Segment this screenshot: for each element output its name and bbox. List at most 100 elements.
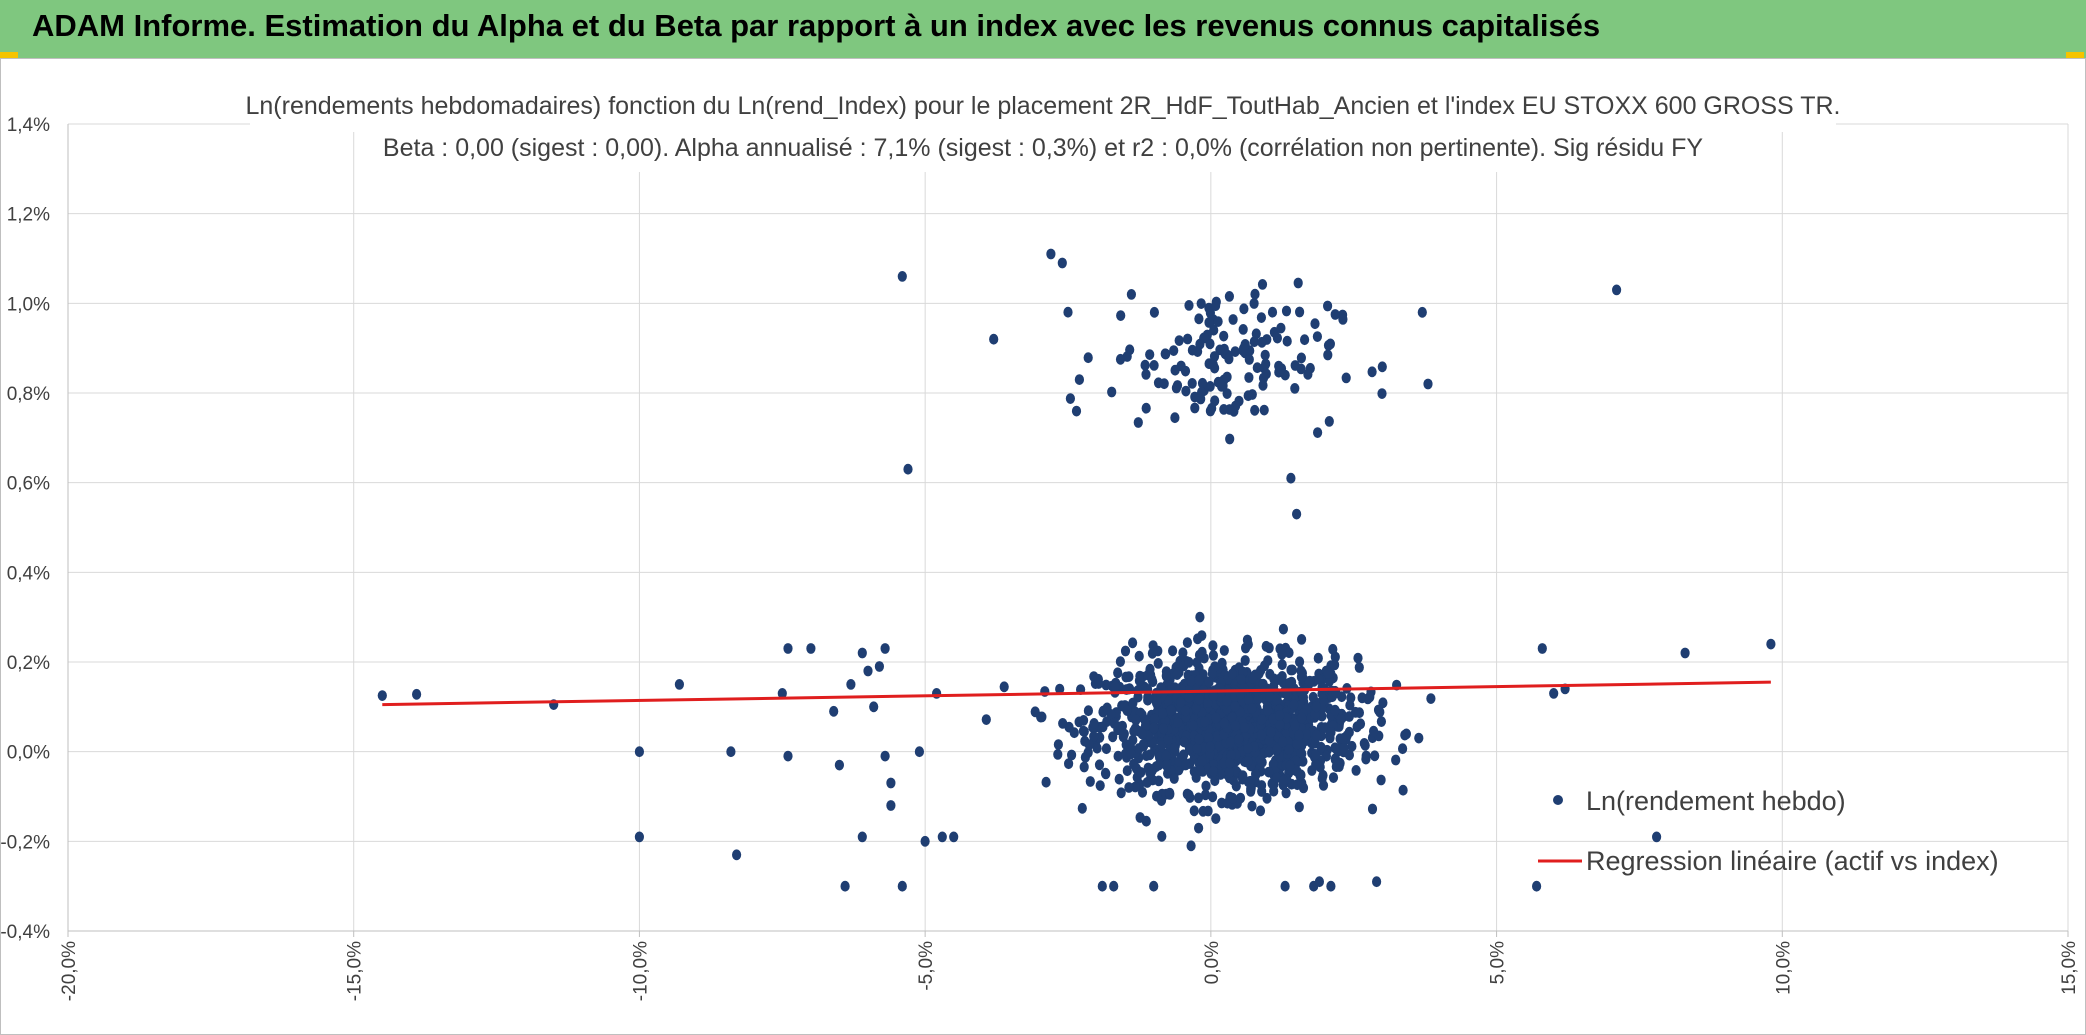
x-tick-label: 5,0%	[1488, 941, 1509, 984]
data-point	[1301, 729, 1311, 740]
data-point	[1365, 691, 1375, 703]
data-point	[1178, 647, 1188, 659]
data-point	[1161, 760, 1171, 771]
x-tick-label: -5,0%	[916, 941, 937, 991]
data-point	[897, 271, 907, 282]
data-point	[1298, 692, 1308, 703]
data-point	[1256, 312, 1266, 323]
data-point	[1147, 673, 1157, 685]
data-point	[920, 835, 930, 847]
data-point	[1317, 682, 1327, 693]
data-point	[1077, 802, 1087, 814]
y-tick-label: 0,8%	[7, 384, 50, 405]
data-point	[1174, 335, 1184, 346]
data-point	[1276, 322, 1286, 334]
data-point	[1172, 669, 1182, 680]
data-point	[1161, 750, 1171, 762]
data-point	[1067, 749, 1077, 761]
data-point	[1230, 701, 1240, 712]
data-point	[1277, 648, 1287, 660]
data-point	[1652, 831, 1662, 843]
data-point	[1181, 385, 1191, 397]
data-point	[1323, 300, 1333, 312]
data-point	[1134, 650, 1144, 662]
data-point	[1323, 340, 1334, 351]
data-point	[1258, 379, 1268, 391]
data-point	[1143, 694, 1153, 706]
data-point	[1230, 346, 1240, 357]
data-point	[1295, 306, 1305, 318]
data-point	[1376, 774, 1386, 786]
data-point	[1152, 696, 1162, 708]
data-point	[1092, 742, 1102, 754]
data-point	[1330, 309, 1340, 320]
data-point	[1426, 693, 1436, 704]
data-point	[634, 831, 645, 843]
data-point	[1311, 759, 1321, 770]
data-point	[1129, 725, 1139, 737]
data-point	[1317, 772, 1327, 784]
data-point	[880, 750, 890, 762]
data-point	[1230, 720, 1241, 732]
data-point	[1140, 359, 1150, 371]
data-point	[1360, 739, 1370, 751]
data-point	[1141, 815, 1151, 827]
data-point	[869, 701, 879, 713]
data-point	[1228, 792, 1238, 804]
data-point	[1133, 685, 1143, 697]
data-point	[1351, 765, 1361, 776]
data-point	[1116, 310, 1126, 321]
data-point	[1213, 316, 1223, 327]
data-point	[1219, 645, 1229, 656]
data-point	[840, 880, 850, 892]
data-point	[1163, 734, 1173, 746]
data-point	[1281, 787, 1291, 799]
data-point	[1312, 331, 1322, 342]
data-point	[1095, 780, 1105, 791]
data-point	[1211, 712, 1221, 724]
data-point	[903, 463, 913, 475]
data-point	[674, 679, 685, 690]
data-point	[1079, 761, 1089, 773]
data-point	[1292, 738, 1302, 750]
data-point	[1128, 637, 1138, 649]
data-point	[1310, 318, 1320, 330]
data-point	[1257, 714, 1267, 726]
data-point	[1279, 775, 1289, 787]
data-point	[1149, 360, 1159, 371]
data-point	[1142, 777, 1152, 788]
data-point	[857, 831, 867, 843]
data-point	[1376, 716, 1386, 727]
data-point	[1064, 758, 1074, 770]
data-point	[1053, 739, 1063, 750]
data-point	[1238, 770, 1248, 781]
data-point	[834, 759, 845, 771]
data-point	[1227, 668, 1237, 680]
data-point	[1370, 750, 1380, 762]
y-tick-label: 0,2%	[7, 653, 50, 674]
data-point	[1297, 712, 1307, 724]
data-point	[1227, 712, 1237, 723]
data-point	[1133, 417, 1143, 428]
data-point	[1188, 720, 1198, 732]
data-point	[1330, 742, 1340, 754]
data-point	[1208, 766, 1218, 777]
data-point	[1179, 736, 1189, 748]
data-point	[1325, 732, 1335, 744]
data-point	[1080, 735, 1090, 747]
data-point	[1537, 643, 1547, 654]
data-point	[1113, 750, 1123, 762]
data-point	[1328, 772, 1339, 783]
data-point	[1361, 753, 1371, 765]
data-point	[1266, 726, 1276, 738]
data-point	[1149, 306, 1159, 318]
data-point	[1239, 303, 1249, 315]
data-point	[1089, 718, 1099, 729]
data-point	[1252, 362, 1262, 374]
data-point	[634, 746, 645, 758]
data-point	[1355, 718, 1366, 730]
data-point	[1258, 678, 1268, 690]
data-point	[1152, 790, 1162, 802]
data-point	[1264, 642, 1274, 654]
data-point	[1242, 634, 1252, 646]
